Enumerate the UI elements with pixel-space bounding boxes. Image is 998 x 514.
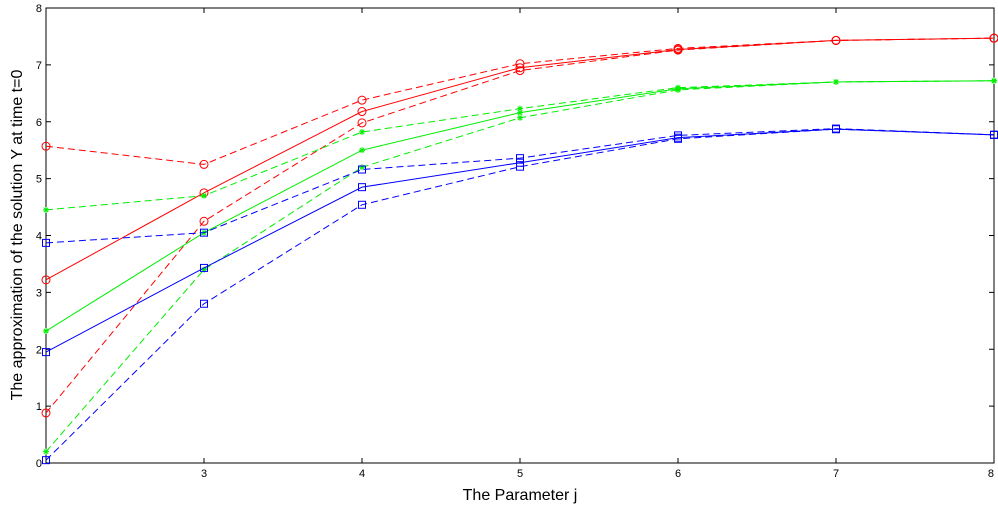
y-tick-label: 5: [36, 174, 42, 186]
series-layer: [41, 33, 998, 465]
data-point-square: [516, 162, 524, 171]
y-tick-label: 4: [36, 231, 42, 243]
data-point-star: [991, 77, 997, 84]
series-3: [41, 33, 998, 418]
series-9: [42, 125, 998, 465]
data-point-square: [42, 456, 50, 465]
data-point-star: [201, 192, 207, 199]
y-tick-label: 0: [36, 458, 42, 470]
data-point-square: [358, 183, 366, 192]
axis-ticks: 0 1 2 3 4 5 6 7 8 3 4 5 6 7 8: [36, 3, 995, 480]
y-tick-label: 8: [36, 3, 42, 15]
data-point-square: [358, 165, 366, 174]
x-tick-label: 7: [833, 468, 839, 480]
x-tick-label: 6: [675, 468, 681, 480]
data-point-star: [833, 78, 839, 85]
data-point-square: [200, 263, 208, 272]
x-tick-label: 4: [359, 468, 365, 480]
data-point-star: [43, 448, 49, 455]
x-tick-label: 8: [988, 468, 994, 480]
data-point-circle: [515, 66, 525, 76]
series-line: [45, 128, 995, 244]
data-point-square: [42, 238, 50, 247]
data-point-star: [517, 114, 523, 121]
data-point-star: [359, 164, 365, 171]
y-axis-label: The approximation of the solution Y at t…: [9, 70, 26, 401]
data-point-square: [42, 348, 50, 357]
data-point-star: [359, 128, 365, 135]
y-tick-label: 3: [36, 287, 42, 299]
data-point-circle: [357, 107, 367, 117]
series-line: [45, 37, 995, 414]
data-point-circle: [831, 35, 841, 45]
x-axis-label: The Parameter j: [463, 487, 578, 504]
data-point-circle: [515, 59, 525, 69]
data-point-circle: [515, 63, 525, 73]
series-8: [42, 124, 998, 247]
plot-area: [45, 7, 995, 464]
data-point-square: [516, 154, 524, 163]
data-point-star: [201, 266, 207, 273]
data-point-star: [359, 147, 365, 154]
data-point-star: [43, 328, 49, 335]
y-tick-label: 7: [36, 60, 42, 72]
data-point-square: [832, 125, 840, 134]
x-tick-label: 5: [517, 468, 523, 480]
data-point-circle: [199, 216, 209, 226]
data-point-circle: [41, 141, 51, 151]
series-6: [43, 77, 997, 455]
data-point-star: [43, 206, 49, 213]
data-point-circle: [199, 159, 209, 169]
data-point-square: [674, 134, 682, 143]
data-point-circle: [41, 408, 51, 418]
data-point-square: [358, 200, 366, 209]
data-point-star: [517, 109, 523, 116]
data-point-square: [200, 299, 208, 308]
data-point-circle: [357, 95, 367, 105]
series-line: [45, 128, 995, 461]
data-point-circle: [357, 118, 367, 128]
data-point-circle: [673, 45, 683, 55]
data-point-square: [200, 228, 208, 237]
x-tick-label: 3: [201, 468, 207, 480]
y-tick-label: 6: [36, 117, 42, 129]
data-point-circle: [41, 275, 51, 285]
data-point-star: [675, 86, 681, 93]
y-tick-label: 2: [36, 344, 42, 356]
data-point-star: [517, 105, 523, 112]
y-tick-label: 1: [36, 401, 42, 413]
data-point-circle: [989, 33, 998, 43]
